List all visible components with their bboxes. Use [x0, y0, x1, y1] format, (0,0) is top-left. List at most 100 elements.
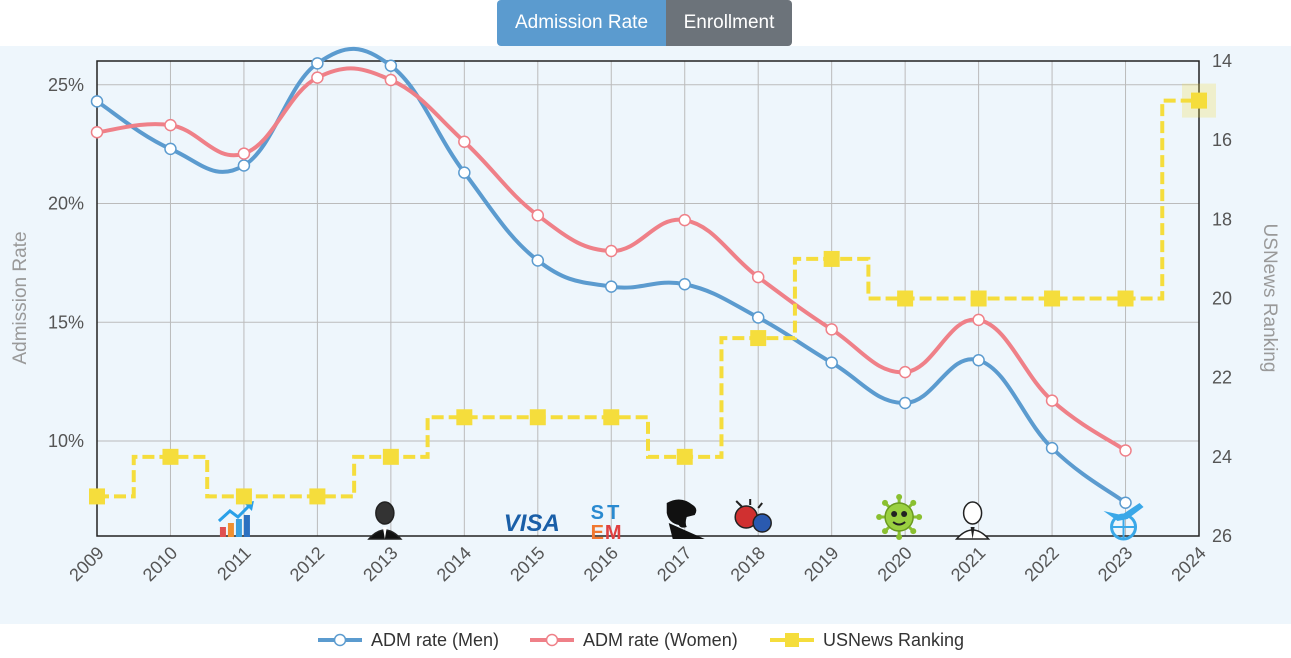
data-point-ranking[interactable]: [1117, 290, 1134, 307]
icon-body: [884, 502, 914, 532]
y-tick-label: 20%: [48, 194, 84, 214]
icon-head: [375, 501, 395, 525]
data-point-women[interactable]: [90, 126, 104, 139]
data-point-men[interactable]: [384, 59, 398, 72]
data-point-ranking[interactable]: [750, 330, 767, 347]
y-tick-label: 15%: [48, 312, 84, 332]
data-point-women[interactable]: [898, 365, 912, 379]
event-icons: VISA S TE M: [217, 494, 1144, 544]
data-point-women[interactable]: [458, 135, 471, 148]
series-line-ranking: [97, 98, 1199, 499]
stem-icon: S TE M: [591, 502, 622, 544]
data-point-men[interactable]: [90, 95, 104, 108]
x-tick-label: 2010: [139, 543, 181, 585]
icon-spike-tip: [881, 499, 888, 506]
data-point-women[interactable]: [972, 313, 985, 327]
x-tick-label: 2018: [727, 543, 769, 585]
data-point-ranking[interactable]: [897, 290, 914, 307]
legend-label-ranking: USNews Ranking: [823, 630, 964, 650]
x-tick-label: 2022: [1020, 543, 1062, 585]
legend-item-ranking[interactable]: USNews Ranking: [770, 630, 964, 650]
data-point-ranking[interactable]: [823, 250, 840, 267]
x-tick-label: 2024: [1167, 543, 1209, 585]
biden-portrait-icon: [954, 501, 991, 540]
icon-spike-tip: [896, 494, 903, 500]
y-tick-label: 25%: [48, 75, 84, 95]
y2-tick-label: 16: [1212, 130, 1232, 150]
legend-item-women[interactable]: ADM rate (Women): [530, 630, 738, 650]
data-point-men[interactable]: [237, 159, 251, 172]
y2-axis-title: USNews Ranking: [1259, 224, 1280, 373]
y-axis-left: 25% 20% 15% 10%: [48, 75, 84, 451]
icon-shoulders: [668, 523, 705, 539]
data-point-women[interactable]: [311, 71, 324, 84]
data-point-men[interactable]: [164, 142, 177, 156]
data-point-ranking[interactable]: [309, 488, 326, 505]
data-point-men[interactable]: [751, 311, 765, 324]
icon-text: E: [591, 522, 604, 544]
data-point-women[interactable]: [237, 147, 251, 160]
legend-label-men: ADM rate (Men): [371, 630, 499, 650]
legend-marker-women: [545, 633, 559, 647]
legend: ADM rate (Men) ADM rate (Women) USNews R…: [318, 630, 964, 650]
data-point-ranking[interactable]: [456, 409, 473, 426]
data-point-ranking[interactable]: [529, 409, 546, 426]
data-point-men[interactable]: [1119, 496, 1132, 509]
data-point-ranking[interactable]: [676, 448, 693, 465]
x-tick-label: 2021: [947, 543, 989, 585]
data-point-men[interactable]: [898, 396, 912, 410]
data-point-men[interactable]: [972, 354, 985, 367]
icon-spike-tip: [916, 514, 923, 520]
legend-item-men[interactable]: ADM rate (Men): [318, 630, 499, 650]
icon-eye-left: [891, 511, 898, 517]
y-tick-label: 10%: [48, 431, 84, 451]
series-layer: [89, 46, 1216, 509]
icon-head: [962, 501, 983, 525]
tab-enrollment[interactable]: Enrollment: [666, 0, 792, 46]
data-point-men[interactable]: [531, 254, 545, 267]
data-point-men[interactable]: [678, 278, 691, 291]
data-point-women[interactable]: [384, 73, 398, 87]
data-point-ranking[interactable]: [382, 448, 399, 465]
data-point-ranking[interactable]: [89, 488, 105, 505]
data-point-men[interactable]: [458, 166, 471, 179]
tab-admission-rate[interactable]: Admission Rate: [497, 0, 666, 46]
icon-sparks: [735, 499, 763, 509]
icon-tie: [970, 527, 975, 539]
data-point-ranking[interactable]: [970, 290, 987, 307]
data-point-women[interactable]: [605, 244, 618, 258]
icon-text: T: [607, 502, 619, 524]
data-point-women[interactable]: [531, 209, 545, 222]
legend-marker-ranking: [785, 633, 799, 647]
icon-eye-right: [901, 511, 908, 517]
data-point-men[interactable]: [605, 280, 618, 293]
data-point-women[interactable]: [751, 270, 765, 284]
icon-plane: [1103, 503, 1144, 521]
x-tick-label: 2015: [506, 543, 548, 585]
data-point-women[interactable]: [164, 118, 177, 132]
plot-frame: [96, 60, 1200, 537]
data-point-women[interactable]: [1119, 444, 1132, 457]
obama-portrait-icon: [367, 501, 403, 540]
data-point-ranking[interactable]: [1044, 290, 1061, 307]
data-point-men[interactable]: [1045, 441, 1059, 455]
data-point-women[interactable]: [825, 323, 838, 336]
data-point-men[interactable]: [825, 356, 838, 369]
data-point-women[interactable]: [678, 213, 691, 227]
legend-label-women: ADM rate (Women): [583, 630, 738, 650]
data-point-ranking[interactable]: [235, 488, 252, 505]
icon-spike-tip: [910, 499, 917, 506]
y-axis-title: Admission Rate: [10, 231, 31, 364]
data-point-ranking[interactable]: [1191, 92, 1207, 109]
icon-text: M: [605, 522, 622, 544]
data-point-ranking[interactable]: [603, 409, 620, 426]
legend-marker-men: [333, 633, 347, 647]
data-point-men[interactable]: [311, 57, 324, 70]
y-axis-right: 14 16 18 20 22 24 26: [1212, 51, 1232, 546]
data-point-ranking[interactable]: [162, 448, 179, 465]
data-point-women[interactable]: [1045, 394, 1059, 407]
icon-tie: [382, 527, 387, 539]
y2-tick-label: 14: [1212, 51, 1232, 71]
x-tick-label: 2011: [213, 543, 255, 585]
